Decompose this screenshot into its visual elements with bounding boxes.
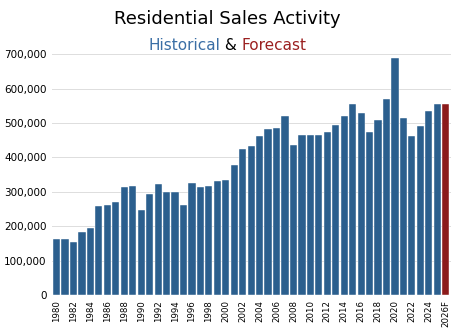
Bar xyxy=(78,232,86,295)
Bar xyxy=(248,146,255,295)
Text: Historical: Historical xyxy=(148,38,220,53)
Bar xyxy=(324,132,331,295)
Bar xyxy=(121,187,128,295)
Bar xyxy=(281,116,288,295)
Text: &: & xyxy=(220,38,242,53)
Bar xyxy=(315,135,323,295)
Bar xyxy=(408,136,415,295)
Bar xyxy=(256,136,263,295)
Bar xyxy=(70,242,77,295)
Bar xyxy=(273,128,280,295)
Bar xyxy=(188,183,196,295)
Bar xyxy=(155,184,162,295)
Bar xyxy=(95,206,102,295)
Bar xyxy=(264,129,272,295)
Text: Forecast: Forecast xyxy=(242,38,307,53)
Bar xyxy=(290,145,297,295)
Bar xyxy=(366,132,373,295)
Text: Residential Sales Activity: Residential Sales Activity xyxy=(114,10,341,28)
Bar xyxy=(374,120,382,295)
Bar xyxy=(222,180,229,295)
Bar xyxy=(307,135,314,295)
Bar xyxy=(391,58,399,295)
Bar xyxy=(163,192,170,295)
Bar xyxy=(197,187,204,295)
Bar xyxy=(87,228,94,295)
Bar xyxy=(180,205,187,295)
Bar xyxy=(341,117,348,295)
Bar xyxy=(137,211,145,295)
Bar xyxy=(214,181,221,295)
Bar xyxy=(239,149,246,295)
Bar xyxy=(61,239,69,295)
Bar xyxy=(129,186,136,295)
Bar xyxy=(104,205,111,295)
Bar xyxy=(172,192,179,295)
Bar xyxy=(349,104,356,295)
Bar xyxy=(53,239,60,295)
Bar xyxy=(358,113,365,295)
Bar xyxy=(298,135,305,295)
Bar xyxy=(434,104,441,295)
Bar xyxy=(400,118,407,295)
Bar xyxy=(442,104,450,295)
Bar xyxy=(205,186,212,295)
Bar xyxy=(383,99,390,295)
Bar xyxy=(425,111,432,295)
Bar xyxy=(332,125,339,295)
Bar xyxy=(231,165,238,295)
Bar xyxy=(146,194,153,295)
Bar xyxy=(417,126,424,295)
Bar xyxy=(112,202,119,295)
